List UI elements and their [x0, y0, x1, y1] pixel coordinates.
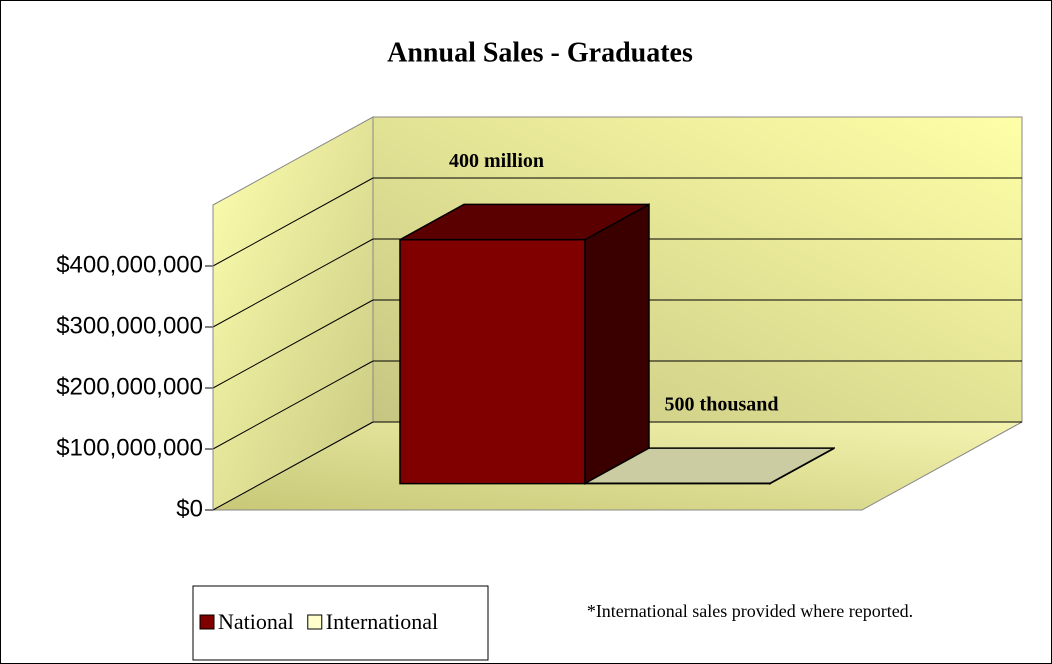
- y-tick-label: $0: [176, 495, 203, 522]
- bar-top: [584, 447, 835, 485]
- legend: [192, 585, 489, 661]
- bar: [584, 446, 835, 485]
- y-tick-label: $100,000,000: [56, 434, 203, 461]
- grid-line: [212, 177, 374, 267]
- y-tick-label: $200,000,000: [56, 373, 203, 400]
- bar-side: [584, 203, 650, 485]
- annotation: *International sales provided where repo…: [587, 601, 913, 621]
- bar-top: [399, 203, 650, 241]
- y-tick-label: $400,000,000: [56, 251, 203, 278]
- chart-title: Annual Sales - Graduates: [387, 37, 693, 68]
- bar-front: [399, 238, 586, 485]
- data-label: 400 million: [449, 150, 544, 172]
- y-tick-label: $300,000,000: [56, 312, 203, 339]
- legend-label: National: [218, 609, 294, 634]
- legend-label: International: [326, 609, 438, 634]
- bar: [399, 203, 650, 485]
- data-label: 500 thousand: [665, 394, 779, 416]
- legend-swatch: [307, 614, 323, 630]
- grid-line: [212, 299, 374, 389]
- grid-line: [212, 360, 374, 450]
- grid-line: [212, 238, 374, 328]
- legend-swatch: [199, 614, 215, 630]
- grid-line: [212, 421, 374, 511]
